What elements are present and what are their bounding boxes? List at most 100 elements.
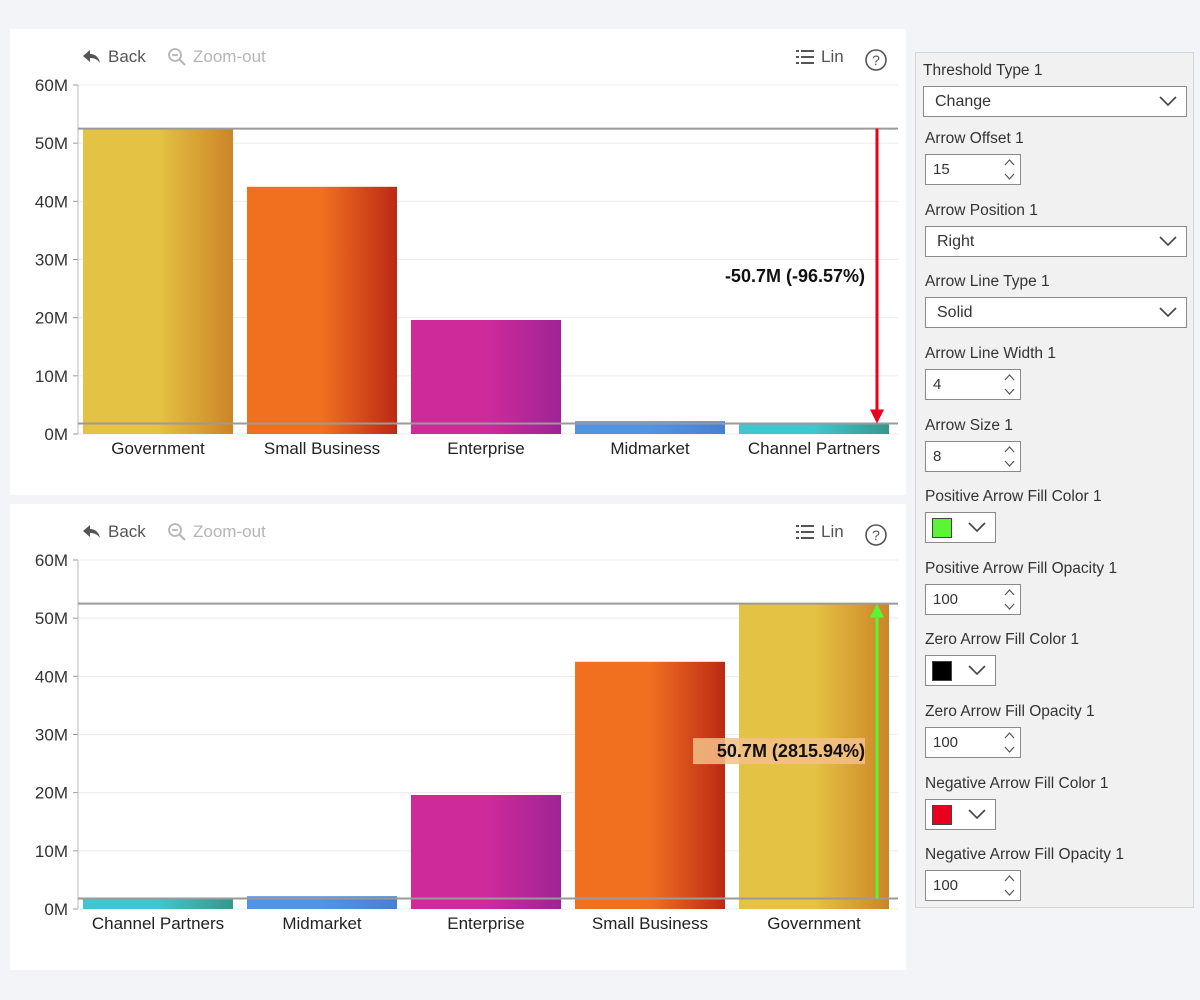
positive-fill-opacity-input[interactable]: 100 xyxy=(925,584,1021,615)
negative-fill-opacity-label: Negative Arrow Fill Opacity 1 xyxy=(925,846,1124,863)
change-arrow-head xyxy=(870,603,884,618)
positive-fill-color-setting: Positive Arrow Fill Color 1 xyxy=(925,488,1102,543)
help-icon: ? xyxy=(865,524,887,546)
spinner-arrows-icon[interactable] xyxy=(1003,873,1016,898)
negative-fill-color-picker[interactable] xyxy=(925,799,996,830)
arrow-line-width-input[interactable]: 4 xyxy=(925,369,1021,400)
y-tick-label: 60M xyxy=(35,551,68,570)
zero-fill-color-setting: Zero Arrow Fill Color 1 xyxy=(925,631,1079,686)
threshold-type-dropdown[interactable]: Change xyxy=(923,86,1187,117)
arrow-line-width-value: 4 xyxy=(933,376,942,393)
help-button[interactable]: ? xyxy=(864,523,888,547)
x-category-label: Channel Partners xyxy=(748,439,880,458)
positive-fill-opacity-value: 100 xyxy=(933,591,959,608)
arrow-line-type-setting: Arrow Line Type 1 Solid xyxy=(925,273,1187,328)
zoom-out-icon xyxy=(168,523,186,541)
bar-government xyxy=(83,128,233,434)
back-arrow-icon xyxy=(83,50,100,63)
spinner-arrows-icon[interactable] xyxy=(1003,157,1016,182)
change-annotation-label: -50.7M (-96.57%) xyxy=(725,266,865,286)
chart-panel-bottom: Back Zoom-out Lin ? 0M 10M 20M 30M 40M 50M 60M… xyxy=(10,504,906,970)
y-tick-label: 0M xyxy=(44,900,68,919)
zero-fill-opacity-label: Zero Arrow Fill Opacity 1 xyxy=(925,703,1095,720)
chart-panel-top: Back Zoom-out Lin ? 0M 10M 20M 30M 40M 50M 60M… xyxy=(10,29,906,495)
zero-fill-opacity-input[interactable]: 100 xyxy=(925,727,1021,758)
positive-fill-opacity-setting: Positive Arrow Fill Opacity 1 100 xyxy=(925,560,1118,615)
y-tick-label: 60M xyxy=(35,76,68,95)
spinner-arrows-icon[interactable] xyxy=(1003,587,1016,612)
bar-channel-partners xyxy=(739,423,889,434)
arrow-line-type-value: Solid xyxy=(937,304,973,321)
y-tick-label: 10M xyxy=(35,367,68,386)
zoom-out-button[interactable]: Zoom-out xyxy=(167,522,266,542)
chevron-down-icon xyxy=(1159,236,1177,247)
chevron-down-icon xyxy=(968,665,986,676)
negative-fill-color-setting: Negative Arrow Fill Color 1 xyxy=(925,775,1109,830)
y-tick-label: 30M xyxy=(35,251,68,270)
change-annotation-label: 50.7M (2815.94%) xyxy=(717,741,865,761)
x-category-label: Small Business xyxy=(592,914,708,933)
back-button[interactable]: Back xyxy=(82,522,146,542)
x-category-label: Channel Partners xyxy=(92,914,224,933)
y-tick-label: 20M xyxy=(35,784,68,803)
arrow-position-value: Right xyxy=(937,233,975,250)
back-arrow-icon xyxy=(83,525,100,538)
negative-fill-opacity-input[interactable]: 100 xyxy=(925,870,1021,901)
y-tick-label: 40M xyxy=(35,192,68,211)
y-tick-label: 40M xyxy=(35,667,68,686)
negative-color-swatch xyxy=(932,805,952,825)
back-label: Back xyxy=(108,522,146,541)
positive-fill-opacity-label: Positive Arrow Fill Opacity 1 xyxy=(925,560,1118,577)
zoom-out-label: Zoom-out xyxy=(193,522,266,541)
scale-toggle-button[interactable]: Lin xyxy=(795,47,844,67)
zero-fill-opacity-value: 100 xyxy=(933,734,959,751)
spinner-arrows-icon[interactable] xyxy=(1003,372,1016,397)
negative-fill-color-label: Negative Arrow Fill Color 1 xyxy=(925,775,1109,792)
zoom-out-button[interactable]: Zoom-out xyxy=(167,47,266,67)
zoom-out-icon xyxy=(168,48,186,66)
arrow-position-dropdown[interactable]: Right xyxy=(925,226,1187,257)
settings-panel: Threshold Type 1 Change Arrow Offset 1 1… xyxy=(915,52,1194,908)
spinner-arrows-icon[interactable] xyxy=(1003,444,1016,469)
zero-fill-color-picker[interactable] xyxy=(925,655,996,686)
scale-label: Lin xyxy=(821,47,844,66)
zoom-out-label: Zoom-out xyxy=(193,47,266,66)
help-button[interactable]: ? xyxy=(864,48,888,72)
arrow-line-width-label: Arrow Line Width 1 xyxy=(925,345,1056,362)
x-category-label: Government xyxy=(111,439,205,458)
y-tick-label: 30M xyxy=(35,726,68,745)
x-category-label: Enterprise xyxy=(447,439,524,458)
arrow-offset-value: 15 xyxy=(933,161,950,178)
spinner-arrows-icon[interactable] xyxy=(1003,730,1016,755)
arrow-offset-input[interactable]: 15 xyxy=(925,154,1021,185)
arrow-offset-label: Arrow Offset 1 xyxy=(925,130,1024,147)
threshold-type-value: Change xyxy=(935,93,992,110)
back-label: Back xyxy=(108,47,146,66)
positive-fill-color-picker[interactable] xyxy=(925,512,996,543)
x-category-label: Enterprise xyxy=(447,914,524,933)
bar-small-business xyxy=(575,661,725,909)
annotation-highlight xyxy=(693,738,865,765)
y-tick-label: 50M xyxy=(35,609,68,628)
arrow-size-input[interactable]: 8 xyxy=(925,441,1021,472)
back-button[interactable]: Back xyxy=(82,47,146,67)
threshold-type-setting: Threshold Type 1 Change xyxy=(923,62,1187,117)
arrow-line-type-dropdown[interactable]: Solid xyxy=(925,297,1187,328)
threshold-type-label: Threshold Type 1 xyxy=(923,62,1043,79)
x-category-label: Midmarket xyxy=(610,439,690,458)
arrow-position-setting: Arrow Position 1 Right xyxy=(925,202,1187,257)
y-tick-label: 50M xyxy=(35,134,68,153)
positive-fill-color-label: Positive Arrow Fill Color 1 xyxy=(925,488,1102,505)
y-tick-label: 20M xyxy=(35,309,68,328)
svg-text:?: ? xyxy=(872,527,880,543)
change-arrow-head xyxy=(870,409,884,424)
arrow-line-width-setting: Arrow Line Width 1 4 xyxy=(925,345,1056,400)
arrow-size-value: 8 xyxy=(933,448,942,465)
bar-enterprise xyxy=(411,794,561,909)
scale-toggle-button[interactable]: Lin xyxy=(795,522,844,542)
chevron-down-icon xyxy=(968,522,986,533)
bar-enterprise xyxy=(411,319,561,434)
negative-fill-opacity-value: 100 xyxy=(933,877,959,894)
help-icon: ? xyxy=(865,49,887,71)
zero-fill-opacity-setting: Zero Arrow Fill Opacity 1 100 xyxy=(925,703,1095,758)
